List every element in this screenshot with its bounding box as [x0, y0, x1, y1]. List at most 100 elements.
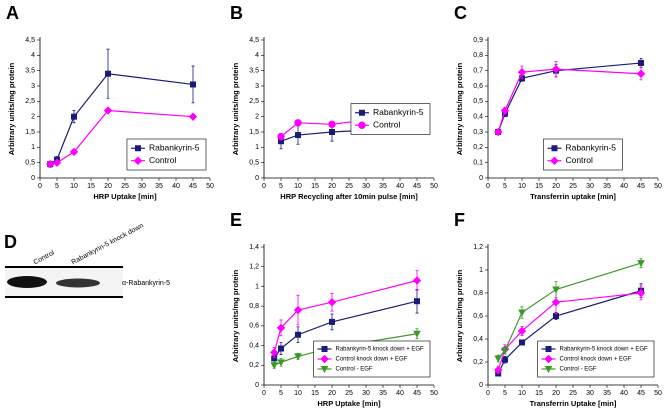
legend-label: Control - EGF [560, 367, 597, 373]
x-tick-label: 50 [206, 183, 214, 190]
y-tick-label: 1,5 [249, 129, 259, 136]
legend-box [543, 138, 623, 171]
x-tick-label: 5 [279, 390, 283, 397]
marker [190, 81, 196, 88]
y-tick-label: 0 [255, 175, 259, 182]
series-line [497, 68, 642, 133]
x-tick-label: 20 [552, 183, 560, 190]
y-axis-label: Arbitrary units/mg protein [455, 62, 464, 155]
legend-box [313, 340, 431, 378]
y-tick-label: 0 [479, 175, 483, 182]
x-tick-label: 45 [637, 390, 645, 397]
marker [45, 159, 55, 169]
y-tick-label: 0,4 [473, 336, 483, 343]
x-axis-label: HRP Uptake [min] [317, 399, 381, 408]
x-tick-label: 45 [413, 183, 421, 190]
y-tick-label: 0,8 [249, 303, 259, 310]
y-tick-label: 4,5 [249, 37, 259, 44]
legend-label: Rabankyrin-5 [373, 107, 424, 117]
y-tick-label: 0,5 [473, 98, 483, 105]
x-tick-label: 10 [70, 183, 78, 190]
y-tick-label: 1 [255, 283, 259, 290]
marker [493, 365, 503, 375]
x-tick-label: 35 [603, 390, 611, 397]
marker [517, 67, 527, 77]
x-tick-label: 25 [121, 183, 129, 190]
x-tick-label: 5 [503, 183, 507, 190]
x-tick-label: 50 [654, 390, 662, 397]
marker [277, 359, 285, 367]
marker [412, 276, 422, 285]
marker [269, 348, 279, 357]
marker [494, 355, 503, 363]
y-tick-label: 0,8 [473, 290, 483, 297]
y-tick-label: 0,1 [473, 160, 483, 167]
x-tick-label: 25 [569, 390, 577, 397]
x-tick-label: 20 [328, 183, 336, 190]
y-tick-label: 0,5 [249, 160, 259, 167]
y-tick-label: 0,2 [473, 359, 483, 366]
y-tick-label: 0,4 [473, 114, 483, 121]
x-tick-label: 35 [155, 183, 163, 190]
legend-label: Rabankyrin-5 [565, 143, 616, 153]
x-tick-label: 0 [38, 183, 42, 190]
marker [103, 106, 113, 115]
x-tick-label: 35 [603, 183, 611, 190]
legend-marker [358, 109, 365, 116]
panel-letter: B [230, 3, 243, 23]
y-tick-label: 3 [255, 83, 259, 90]
marker [188, 112, 198, 121]
x-tick-label: 0 [486, 183, 490, 190]
x-tick-label: 25 [345, 183, 353, 190]
antibody-label: α-Rabankyrin-5 [122, 280, 170, 287]
marker [551, 64, 561, 74]
x-tick-label: 35 [379, 390, 387, 397]
y-axis-label: Arbitrary units/mg protein [455, 269, 464, 362]
y-tick-label: 1,2 [249, 264, 259, 271]
y-tick-label: 3 [31, 83, 35, 90]
x-tick-label: 50 [430, 183, 438, 190]
panel-letter: C [454, 3, 467, 23]
marker [327, 297, 337, 307]
y-tick-label: 2 [255, 114, 259, 121]
y-tick-label: 0 [31, 175, 35, 182]
x-tick-label: 10 [294, 390, 302, 397]
x-tick-label: 15 [535, 183, 543, 190]
panel-letter: A [6, 3, 19, 23]
marker [105, 70, 111, 77]
y-tick-label: 2 [31, 114, 35, 121]
x-tick-label: 5 [279, 183, 283, 190]
marker [52, 158, 62, 167]
marker [295, 132, 301, 139]
y-tick-label: 0,6 [249, 323, 259, 330]
x-tick-label: 25 [345, 390, 353, 397]
x-tick-label: 30 [586, 183, 594, 190]
x-tick-label: 30 [138, 183, 146, 190]
marker [636, 288, 646, 298]
legend-label: Control - EGF [336, 367, 373, 373]
marker [277, 132, 285, 141]
marker [294, 353, 302, 361]
legend-label: Control [149, 155, 177, 165]
y-tick-label: 0,8 [473, 52, 483, 59]
marker [276, 323, 286, 333]
marker [552, 286, 560, 294]
legend-box [126, 138, 207, 171]
legend-label: Control [373, 120, 401, 130]
marker [328, 120, 336, 129]
y-tick-label: 0,2 [249, 362, 259, 369]
y-tick-label: 0,5 [25, 160, 35, 167]
x-tick-label: 20 [552, 390, 560, 397]
y-tick-label: 0,3 [473, 129, 483, 136]
lane-label: Control [33, 249, 57, 266]
legend-label: Control knock down + EGF [560, 357, 632, 363]
x-axis-label: Transferrin uptake [min] [530, 192, 616, 201]
marker [329, 318, 335, 325]
marker [638, 60, 644, 66]
marker [553, 313, 559, 319]
legend-label: Rabankyrin-5 knock down + EGF [336, 347, 425, 353]
marker [71, 113, 77, 120]
legend-marker [133, 156, 143, 165]
x-tick-label: 30 [362, 183, 370, 190]
